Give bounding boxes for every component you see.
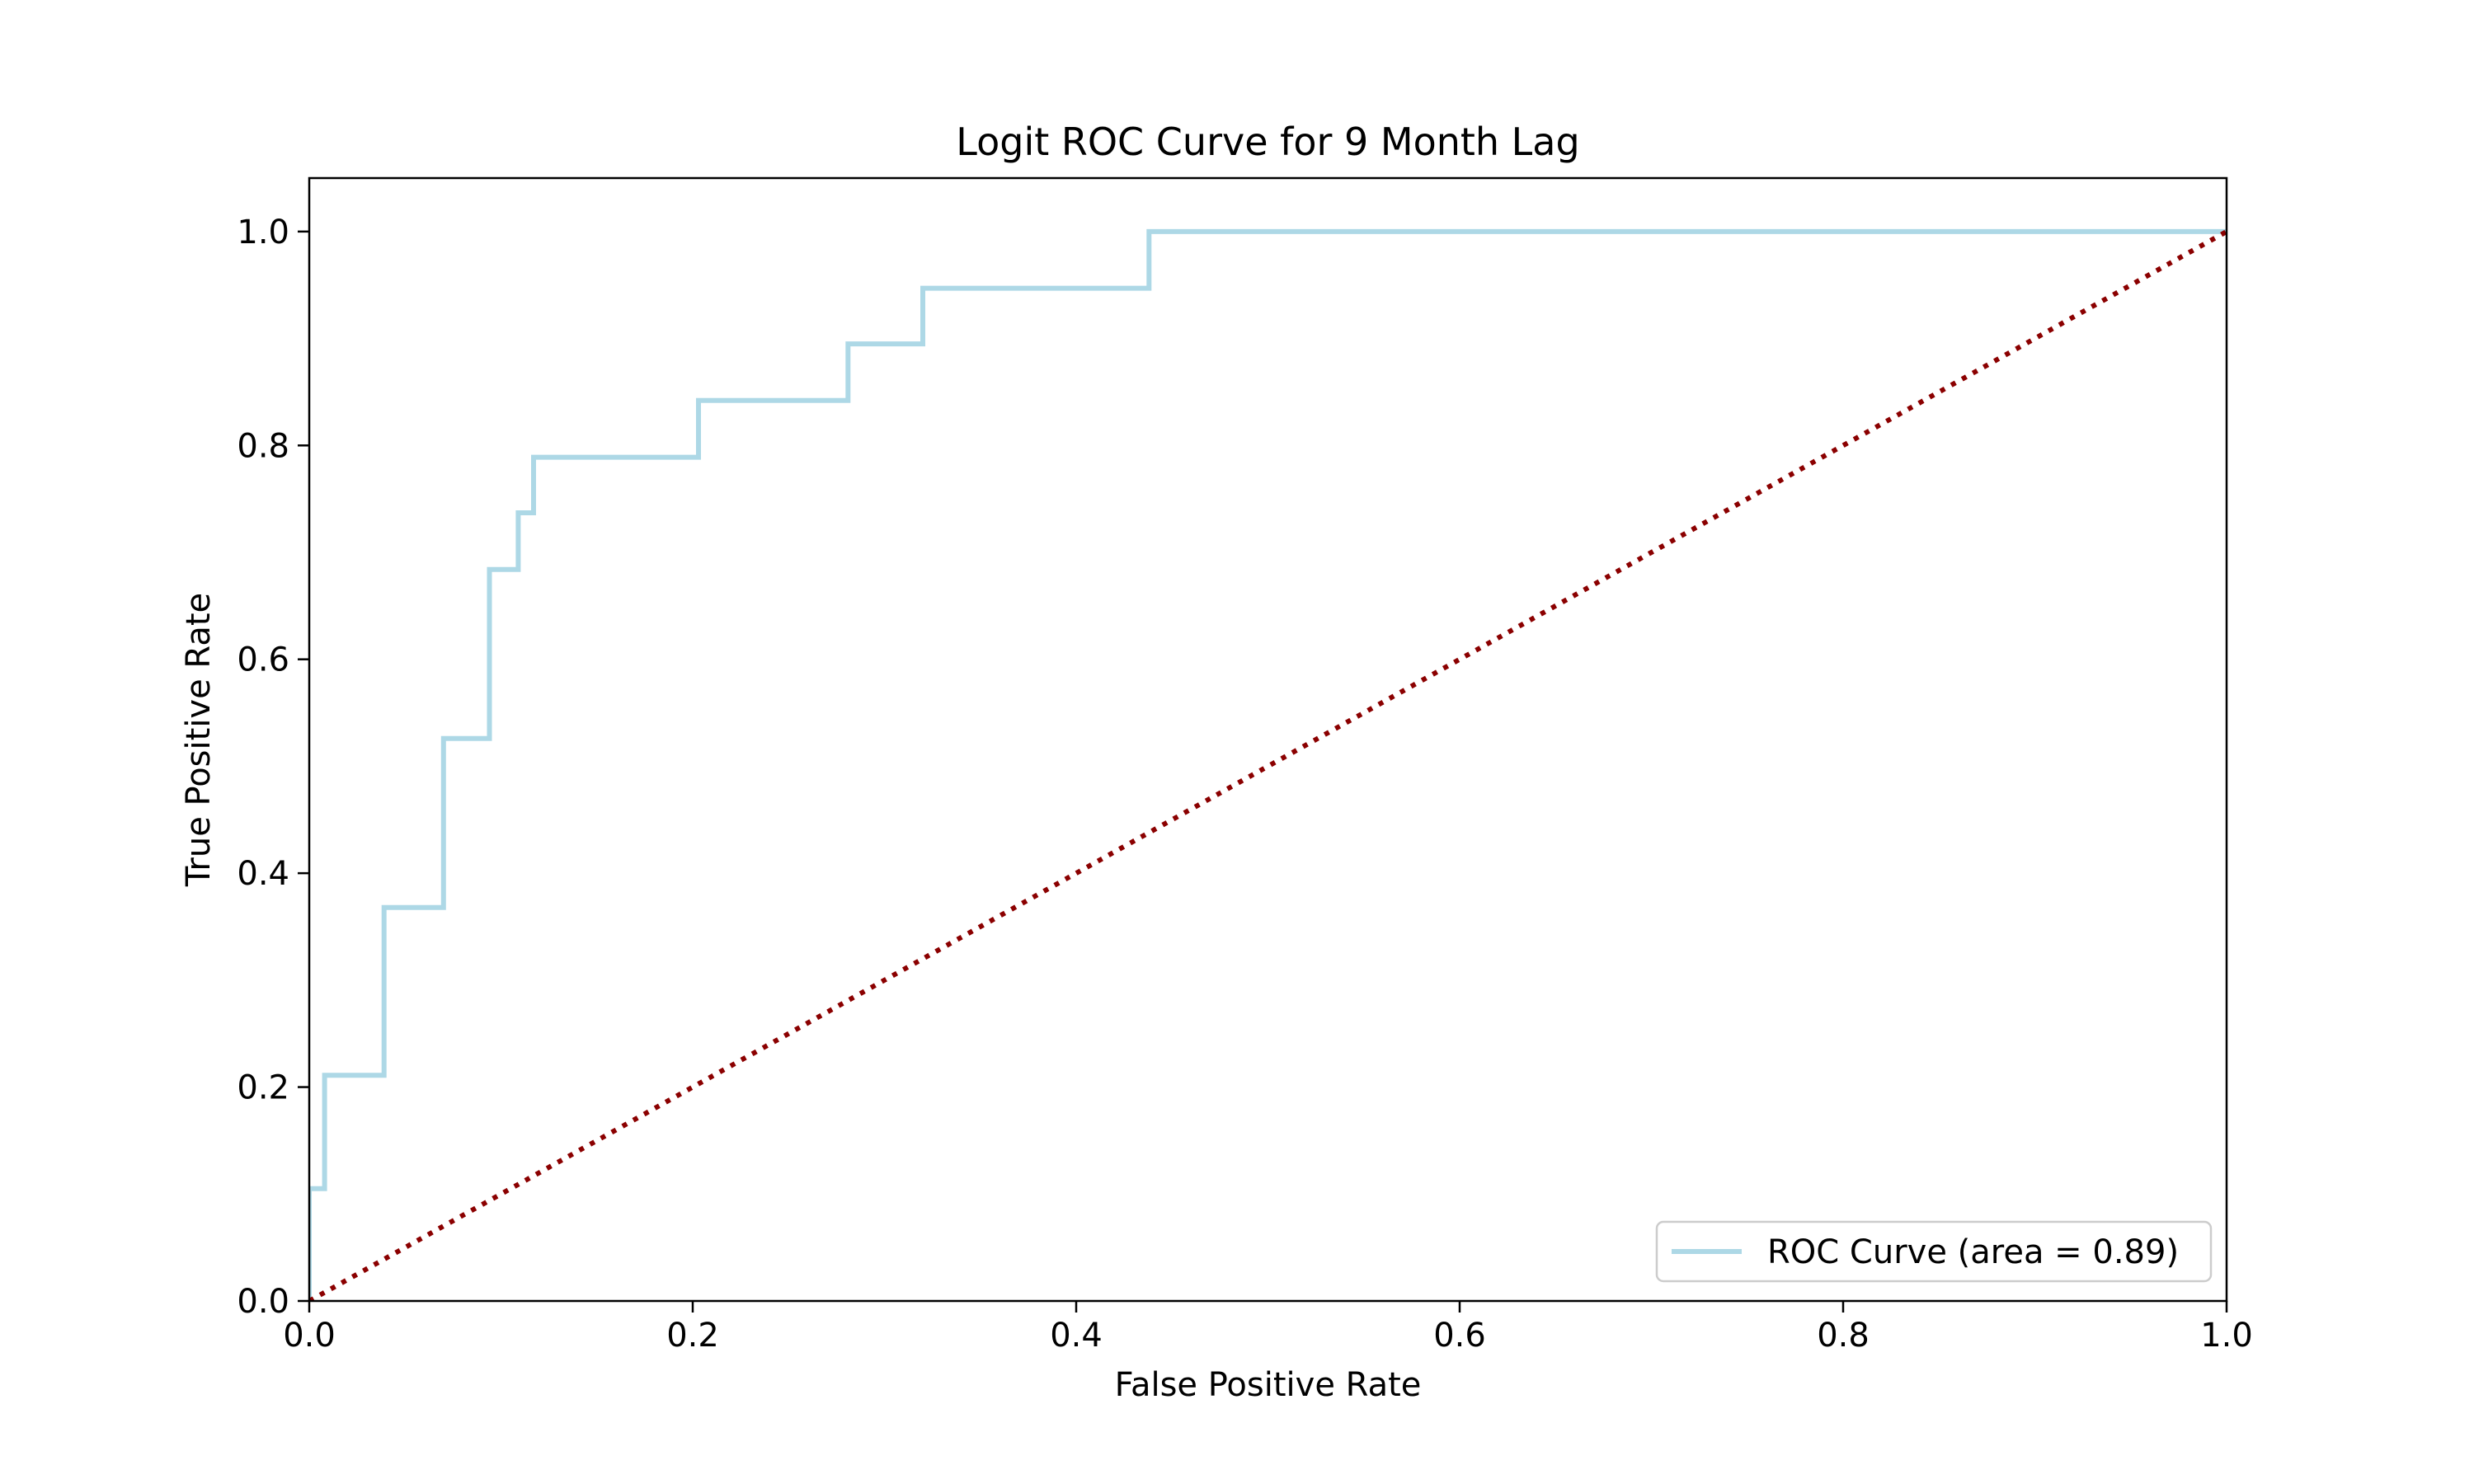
legend-box xyxy=(1655,1220,2213,1283)
x-tick-label: 0.6 xyxy=(1433,1317,1486,1355)
x-tick-label: 0.8 xyxy=(1817,1317,1870,1355)
legend-label: ROC Curve (area = 0.89) xyxy=(1767,1233,2179,1271)
x-tick-label: 0.2 xyxy=(666,1317,719,1355)
plot-frame xyxy=(308,176,2228,1303)
y-tick-label: 0.4 xyxy=(237,855,289,893)
chance-diagonal-line xyxy=(309,229,2227,1301)
legend: ROC Curve (area = 0.89) xyxy=(1655,1220,2213,1283)
roc-curve-line xyxy=(309,228,2227,1301)
x-tick-label: 0.0 xyxy=(283,1317,336,1355)
y-tick-label: 0.2 xyxy=(237,1069,289,1107)
y-tick-label: 0.6 xyxy=(237,641,289,679)
y-tick-label: 0.8 xyxy=(237,427,289,465)
y-tick-label: 1.0 xyxy=(237,214,289,251)
x-tick-label: 1.0 xyxy=(2200,1317,2253,1355)
x-tick-label: 0.4 xyxy=(1050,1317,1103,1355)
x-axis-label: False Positive Rate xyxy=(1115,1366,1422,1404)
chart-title: Logit ROC Curve for 9 Month Lag xyxy=(956,120,1579,164)
y-tick-label: 0.0 xyxy=(237,1283,289,1321)
y-axis-label: True Positive Rate xyxy=(180,593,218,887)
